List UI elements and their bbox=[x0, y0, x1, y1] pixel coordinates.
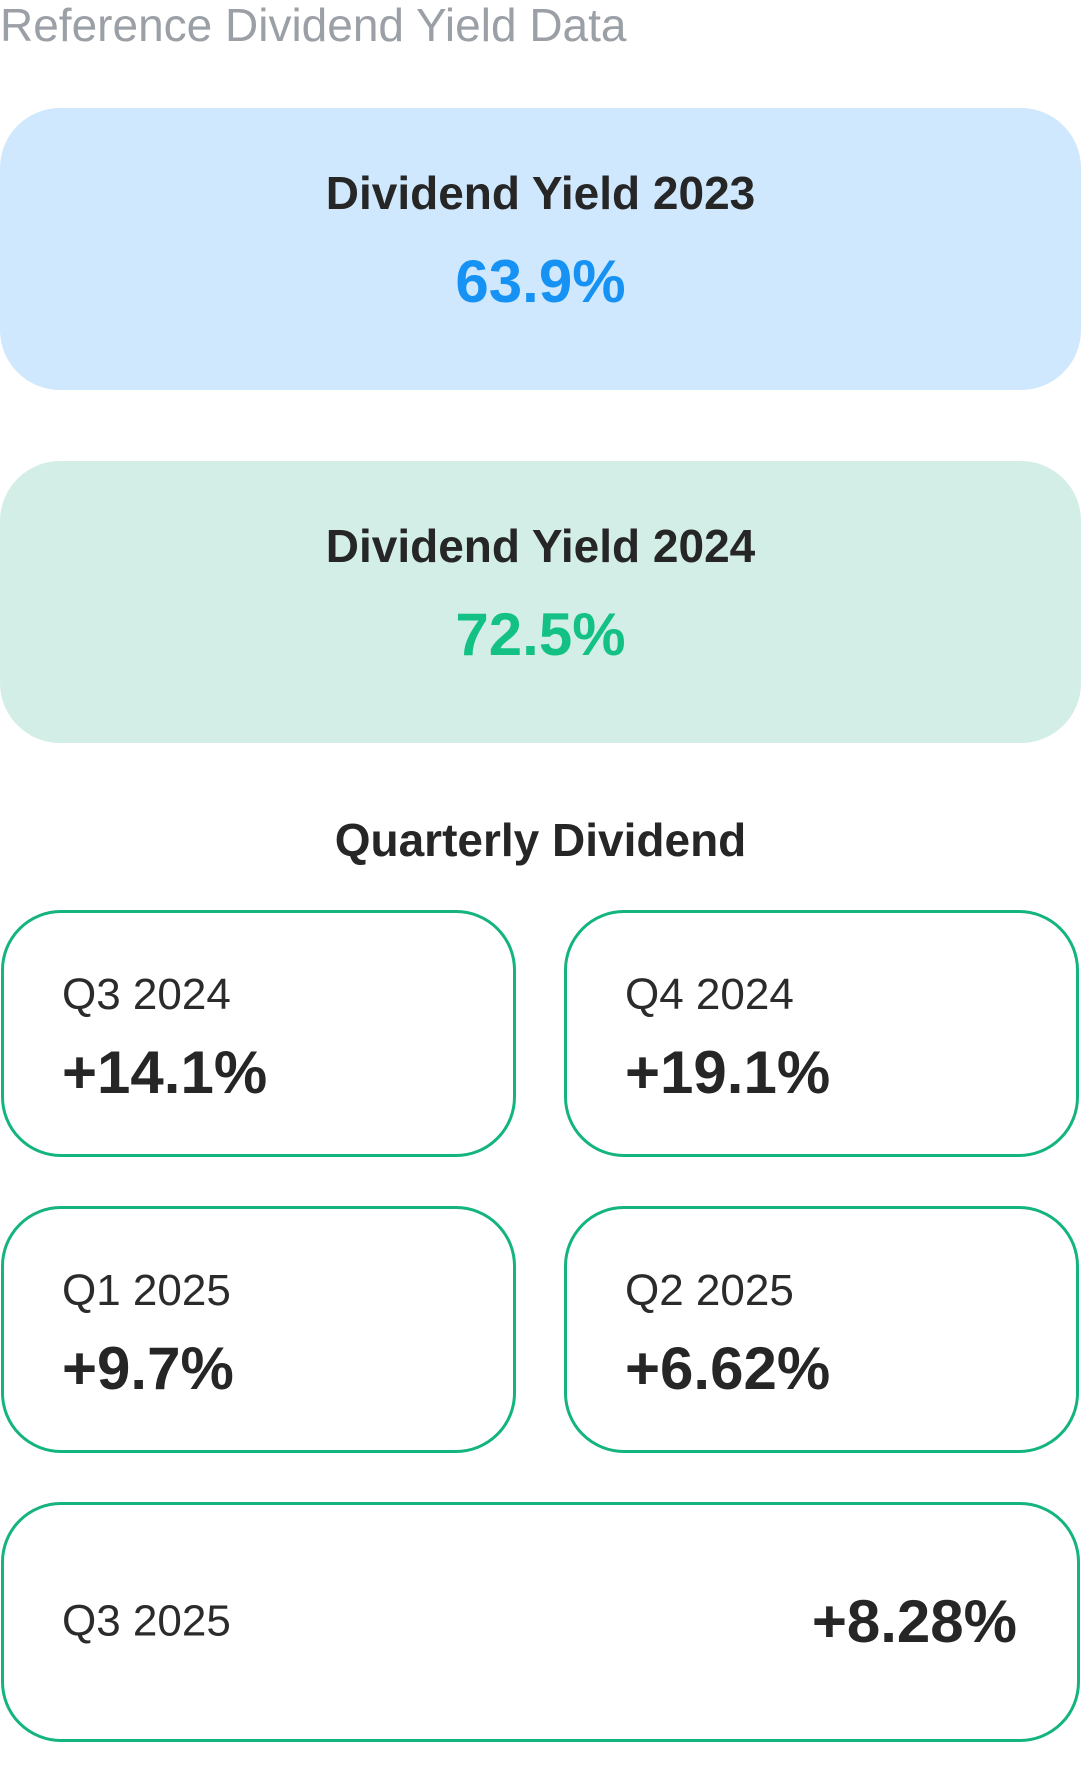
yield-card-2023: Dividend Yield 2023 63.9% bbox=[0, 108, 1081, 390]
yield-label: Dividend Yield 2023 bbox=[325, 167, 756, 219]
yield-card-2024: Dividend Yield 2024 72.5% bbox=[0, 461, 1081, 743]
quarter-value: +19.1% bbox=[625, 1039, 831, 1106]
quarter-label: Q4 2024 bbox=[625, 970, 794, 1019]
page-title: Reference Dividend Yield Data bbox=[0, 0, 627, 51]
quarter-value: +8.28% bbox=[811, 1588, 1017, 1655]
quarter-value: +9.7% bbox=[62, 1335, 234, 1402]
quarter-value: +6.62% bbox=[625, 1335, 831, 1402]
yield-label: Dividend Yield 2024 bbox=[325, 520, 756, 572]
quarter-label: Q3 2024 bbox=[62, 970, 231, 1019]
quarter-label: Q1 2025 bbox=[62, 1266, 231, 1315]
quarter-card-q3-2024: Q3 2024 +14.1% bbox=[1, 910, 516, 1157]
quarter-label: Q2 2025 bbox=[625, 1266, 794, 1315]
yield-value: 63.9% bbox=[455, 248, 626, 315]
quarter-card-q4-2024: Q4 2024 +19.1% bbox=[564, 910, 1079, 1157]
quarter-card-q1-2025: Q1 2025 +9.7% bbox=[1, 1206, 516, 1453]
yield-value: 72.5% bbox=[455, 601, 626, 668]
quarter-card-q2-2025: Q2 2025 +6.62% bbox=[564, 1206, 1079, 1453]
quarter-card-q3-2025: Q3 2025 +8.28% bbox=[1, 1502, 1080, 1742]
quarter-label: Q3 2025 bbox=[62, 1596, 231, 1646]
quarter-value: +14.1% bbox=[62, 1039, 268, 1106]
quarterly-section-title: Quarterly Dividend bbox=[334, 814, 747, 866]
